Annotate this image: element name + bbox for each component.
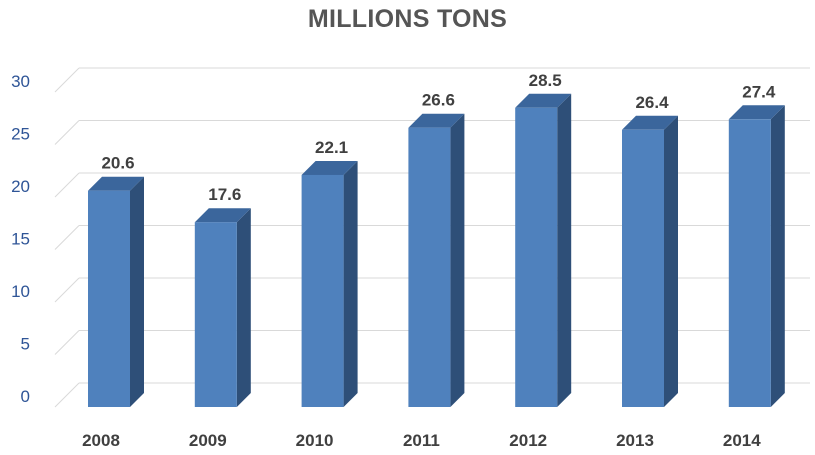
x-tick-label: 2011	[403, 431, 440, 450]
bar-top-face	[88, 176, 144, 191]
data-labels: 20.6 17.6 22.1 26.6 28.5 26.4 27.4	[101, 71, 775, 204]
bar-2010	[301, 160, 358, 407]
bar-2012	[515, 93, 572, 407]
bar-top-face	[515, 93, 572, 108]
gridline-diag	[54, 172, 80, 198]
y-tick-label: 5	[21, 335, 30, 354]
bar-front-face	[88, 190, 130, 407]
bar-front-face	[622, 129, 664, 408]
bar-front-face	[194, 222, 237, 407]
bar-top-face	[194, 208, 251, 223]
data-label: 26.4	[635, 93, 669, 112]
gridline-diag	[54, 225, 80, 250]
y-axis-ticks: 0 5 10 15 20 25 30	[11, 72, 30, 406]
y-tick-label: 15	[11, 230, 30, 249]
bar-side-face	[343, 160, 358, 407]
bar-side-face	[236, 208, 251, 407]
y-tick-label: 0	[21, 387, 30, 406]
bar-top-face	[622, 115, 678, 130]
bar-front-face	[301, 174, 344, 407]
bar-top-face	[301, 160, 358, 175]
x-tick-label: 2010	[296, 431, 334, 450]
y-tick-label: 20	[11, 177, 30, 196]
bar-2014	[728, 105, 785, 408]
y-tick-label: 25	[11, 125, 30, 144]
x-tick-label: 2009	[189, 431, 227, 450]
data-label: 20.6	[101, 154, 134, 173]
bar-side-face	[450, 113, 465, 407]
bar-front-face	[728, 119, 771, 408]
y-tick-label: 10	[11, 282, 30, 301]
bar-2008	[88, 176, 144, 407]
bar-2009	[194, 208, 251, 407]
gridline-diag	[54, 277, 80, 303]
x-tick-label: 2012	[509, 431, 547, 450]
gridline-diag	[54, 382, 80, 408]
bar-side-face	[130, 176, 144, 407]
data-label: 22.1	[315, 138, 348, 157]
bar-front-face	[515, 107, 558, 407]
x-axis-ticks: 2008 2009 2010 2011 2012 2013 2014	[82, 431, 761, 450]
bar-side-face	[664, 115, 678, 408]
x-tick-label: 2008	[82, 431, 120, 450]
bar-front-face	[408, 127, 451, 407]
data-label: 26.6	[422, 91, 455, 110]
gridline-diag	[54, 67, 80, 93]
x-tick-label: 2013	[616, 431, 654, 450]
gridline-diag	[54, 120, 80, 145]
data-label: 17.6	[208, 185, 241, 204]
bar-top-face	[408, 113, 465, 128]
y-tick-label: 30	[11, 72, 30, 91]
gridline-diag	[54, 330, 80, 355]
bar-top-face	[728, 105, 785, 120]
x-tick-label: 2014	[723, 431, 761, 450]
data-label: 27.4	[742, 82, 776, 101]
bar-2011	[408, 113, 465, 407]
data-label: 28.5	[529, 71, 562, 90]
bars	[88, 93, 785, 408]
chart-title: MILLIONS TONS	[307, 5, 508, 33]
bar-side-face	[770, 105, 785, 408]
bar-2013	[622, 115, 678, 408]
bar-side-face	[557, 93, 572, 407]
